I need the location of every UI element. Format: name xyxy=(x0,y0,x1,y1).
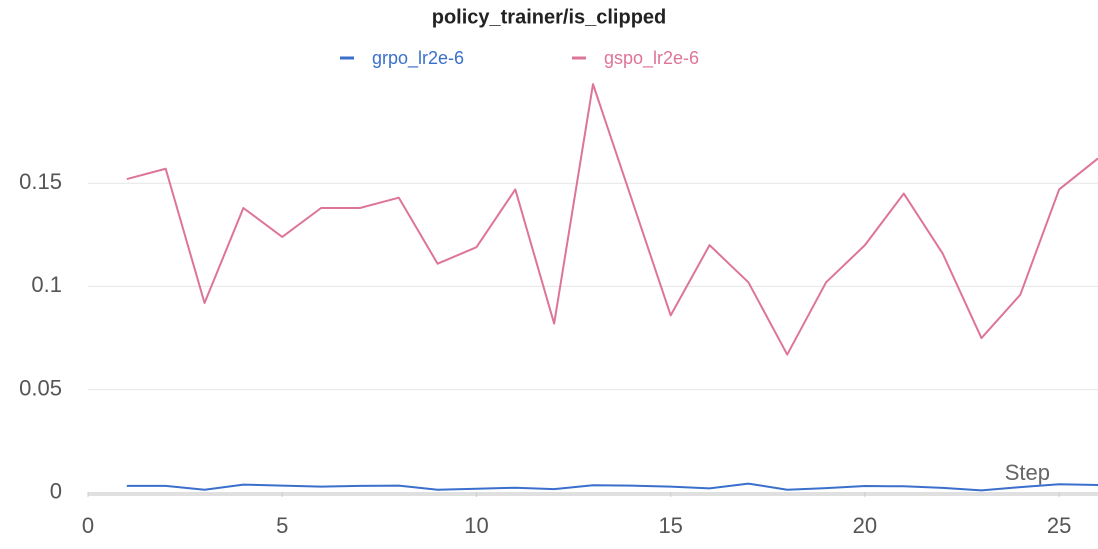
x-tick-label: 0 xyxy=(82,513,94,538)
x-tick-label: 25 xyxy=(1047,513,1071,538)
x-tick-label: 10 xyxy=(464,513,488,538)
x-tick-label: 15 xyxy=(658,513,682,538)
series-line xyxy=(126,482,1098,492)
y-tick-label: 0.15 xyxy=(19,169,62,194)
chart-title: policy_trainer/is_clipped xyxy=(432,6,667,28)
x-axis-label: Step xyxy=(1005,460,1050,485)
legend-label: gspo_lr2e-6 xyxy=(604,48,699,69)
y-tick-label: 0 xyxy=(50,479,62,504)
y-tick-label: 0.05 xyxy=(19,375,62,400)
x-tick-label: 5 xyxy=(276,513,288,538)
series-line xyxy=(126,83,1098,356)
x-tick-label: 20 xyxy=(853,513,877,538)
y-tick-label: 0.1 xyxy=(31,272,62,297)
plot-area xyxy=(126,83,1098,492)
legend-label: grpo_lr2e-6 xyxy=(372,48,464,69)
